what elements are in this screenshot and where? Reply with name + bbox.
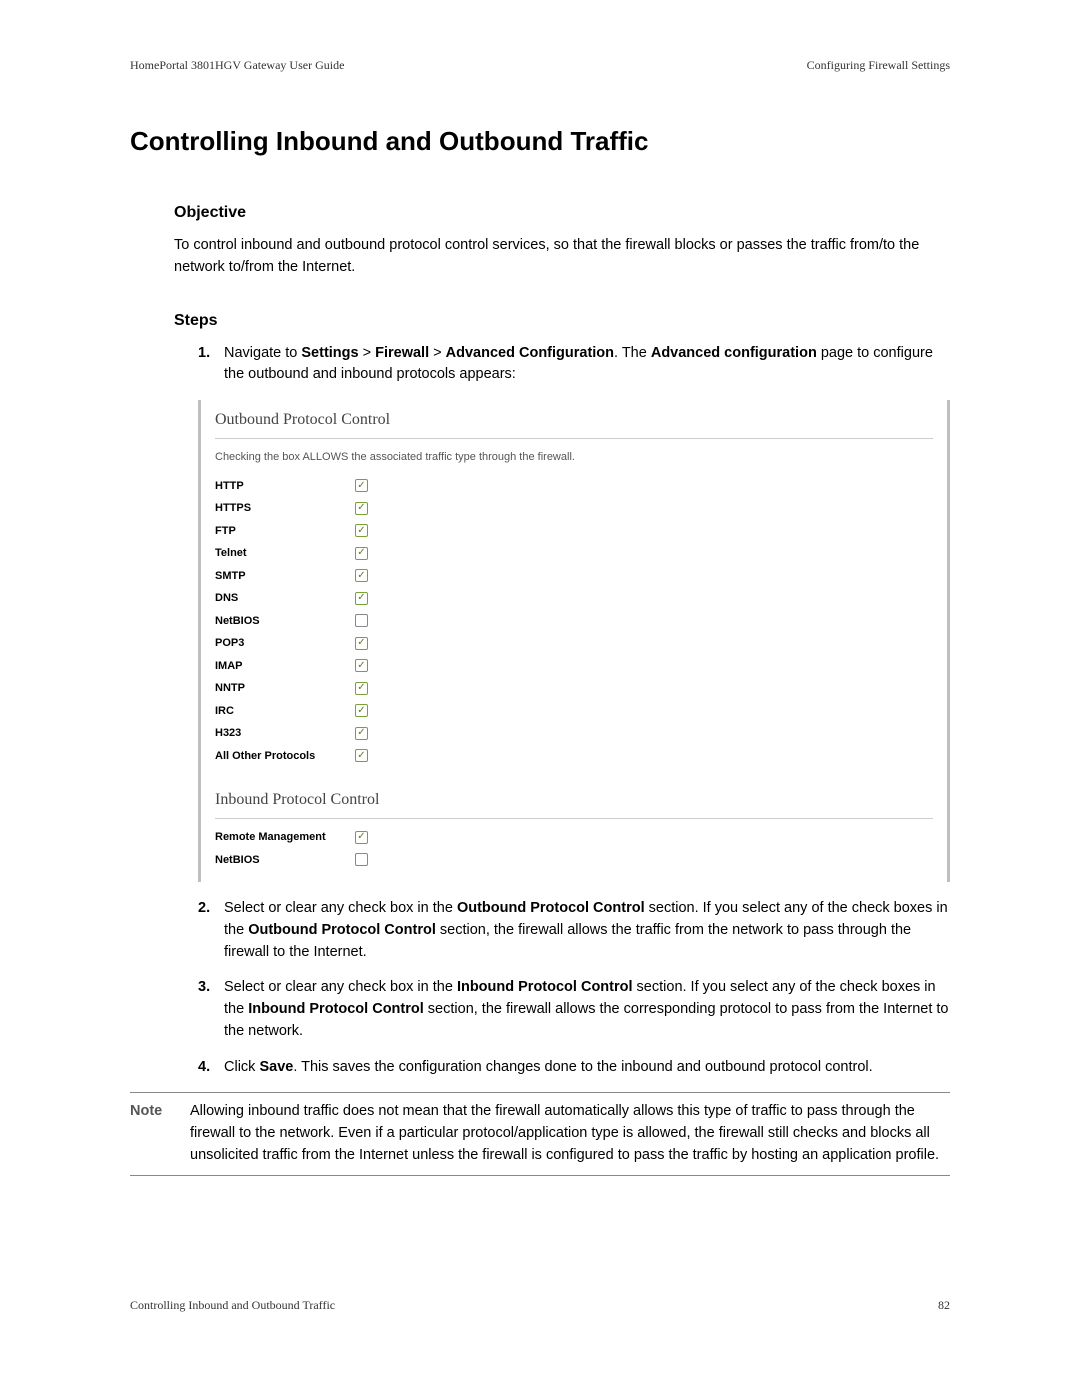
- protocol-checkbox[interactable]: [355, 502, 368, 515]
- step-text: Select or clear any check box in the Inb…: [224, 977, 950, 1042]
- config-screenshot: Outbound Protocol Control Checking the b…: [198, 400, 950, 882]
- protocol-row: All Other Protocols: [215, 748, 933, 765]
- protocol-label: FTP: [215, 523, 355, 540]
- protocol-checkbox[interactable]: [355, 727, 368, 740]
- protocol-row: NNTP: [215, 680, 933, 697]
- note-block: Note Allowing inbound traffic does not m…: [130, 1092, 950, 1175]
- protocol-label: Telnet: [215, 545, 355, 562]
- protocol-row: IMAP: [215, 658, 933, 675]
- step-2: 2. Select or clear any check box in the …: [198, 898, 950, 963]
- page-header: HomePortal 3801HGV Gateway User Guide Co…: [130, 56, 950, 74]
- protocol-row: Remote Management: [215, 829, 933, 846]
- protocol-row: DNS: [215, 590, 933, 607]
- objective-heading: Objective: [174, 201, 950, 225]
- step-number: 1.: [198, 343, 224, 387]
- step-number: 3.: [198, 977, 224, 1042]
- note-text: Allowing inbound traffic does not mean t…: [190, 1101, 950, 1166]
- step-number: 4.: [198, 1057, 224, 1079]
- inbound-panel-title: Inbound Protocol Control: [215, 788, 933, 819]
- footer-right: 82: [938, 1296, 950, 1314]
- protocol-checkbox[interactable]: [355, 524, 368, 537]
- protocol-label: Remote Management: [215, 829, 355, 846]
- steps-heading: Steps: [174, 309, 950, 333]
- objective-text: To control inbound and outbound protocol…: [174, 235, 950, 279]
- protocol-checkbox[interactable]: [355, 682, 368, 695]
- protocol-row: H323: [215, 725, 933, 742]
- step-text: Navigate to Settings > Firewall > Advanc…: [224, 343, 950, 387]
- protocol-checkbox[interactable]: [355, 831, 368, 844]
- step-4: 4. Click Save. This saves the configurat…: [198, 1057, 950, 1079]
- header-right: Configuring Firewall Settings: [807, 56, 950, 74]
- protocol-checkbox[interactable]: [355, 704, 368, 717]
- protocol-checkbox[interactable]: [355, 637, 368, 650]
- protocol-label: All Other Protocols: [215, 748, 355, 765]
- protocol-label: NetBIOS: [215, 852, 355, 869]
- protocol-row: POP3: [215, 635, 933, 652]
- protocol-label: DNS: [215, 590, 355, 607]
- page-footer: Controlling Inbound and Outbound Traffic…: [130, 1296, 950, 1314]
- step-number: 2.: [198, 898, 224, 963]
- step-3: 3. Select or clear any check box in the …: [198, 977, 950, 1042]
- step-1: 1. Navigate to Settings > Firewall > Adv…: [198, 343, 950, 387]
- protocol-row: Telnet: [215, 545, 933, 562]
- protocol-label: NetBIOS: [215, 613, 355, 630]
- protocol-row: SMTP: [215, 568, 933, 585]
- protocol-checkbox[interactable]: [355, 853, 368, 866]
- protocol-checkbox[interactable]: [355, 592, 368, 605]
- protocol-checkbox[interactable]: [355, 479, 368, 492]
- protocol-label: IMAP: [215, 658, 355, 675]
- step-text: Select or clear any check box in the Out…: [224, 898, 950, 963]
- protocol-row: NetBIOS: [215, 852, 933, 869]
- protocol-checkbox[interactable]: [355, 614, 368, 627]
- outbound-panel-title: Outbound Protocol Control: [215, 408, 933, 439]
- page-title: Controlling Inbound and Outbound Traffic: [130, 122, 950, 161]
- protocol-checkbox[interactable]: [355, 569, 368, 582]
- step-text: Click Save. This saves the configuration…: [224, 1057, 950, 1079]
- protocol-label: HTTP: [215, 478, 355, 495]
- protocol-checkbox[interactable]: [355, 547, 368, 560]
- footer-left: Controlling Inbound and Outbound Traffic: [130, 1296, 335, 1314]
- protocol-label: HTTPS: [215, 500, 355, 517]
- protocol-label: SMTP: [215, 568, 355, 585]
- note-label: Note: [130, 1101, 190, 1166]
- protocol-checkbox[interactable]: [355, 749, 368, 762]
- protocol-checkbox[interactable]: [355, 659, 368, 672]
- protocol-row: HTTP: [215, 478, 933, 495]
- protocol-row: FTP: [215, 523, 933, 540]
- outbound-panel-note: Checking the box ALLOWS the associated t…: [215, 449, 933, 466]
- header-left: HomePortal 3801HGV Gateway User Guide: [130, 56, 344, 74]
- protocol-label: NNTP: [215, 680, 355, 697]
- protocol-label: IRC: [215, 703, 355, 720]
- protocol-row: HTTPS: [215, 500, 933, 517]
- protocol-row: NetBIOS: [215, 613, 933, 630]
- protocol-label: POP3: [215, 635, 355, 652]
- protocol-row: IRC: [215, 703, 933, 720]
- protocol-label: H323: [215, 725, 355, 742]
